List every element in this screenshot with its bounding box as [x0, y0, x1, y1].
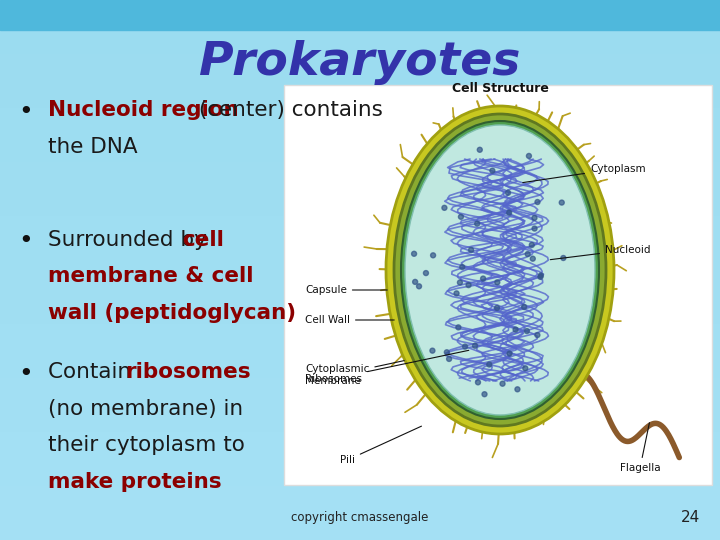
- Circle shape: [507, 351, 512, 356]
- Circle shape: [459, 214, 464, 219]
- Circle shape: [430, 348, 435, 353]
- Circle shape: [515, 387, 520, 392]
- Text: cell: cell: [183, 230, 225, 249]
- Circle shape: [523, 366, 528, 371]
- Text: Contain: Contain: [48, 362, 138, 382]
- Text: the DNA: the DNA: [48, 137, 138, 157]
- Text: Nucleoid region: Nucleoid region: [48, 100, 238, 120]
- Circle shape: [490, 168, 495, 173]
- Text: •: •: [18, 362, 32, 386]
- Circle shape: [505, 190, 510, 195]
- Circle shape: [535, 199, 540, 205]
- Text: Nucleoid: Nucleoid: [550, 245, 650, 260]
- Text: make proteins: make proteins: [48, 472, 222, 492]
- Text: wall (peptidoglycan): wall (peptidoglycan): [48, 303, 296, 323]
- Circle shape: [417, 284, 421, 289]
- Text: Cytoplasmic
Membrane: Cytoplasmic Membrane: [305, 361, 405, 386]
- Bar: [0, 0, 720, 30]
- Ellipse shape: [405, 125, 595, 415]
- Circle shape: [412, 251, 417, 256]
- Circle shape: [495, 280, 500, 285]
- Circle shape: [531, 256, 535, 261]
- Text: membrane & cell: membrane & cell: [48, 266, 253, 286]
- Circle shape: [462, 344, 467, 349]
- Text: copyright cmassengale: copyright cmassengale: [292, 511, 428, 524]
- Circle shape: [446, 356, 451, 361]
- Circle shape: [495, 306, 500, 310]
- Circle shape: [477, 147, 482, 152]
- Circle shape: [532, 215, 537, 220]
- Circle shape: [442, 205, 447, 210]
- Circle shape: [538, 274, 543, 279]
- Text: (no membrane) in: (no membrane) in: [48, 399, 243, 418]
- Circle shape: [559, 200, 564, 205]
- Circle shape: [507, 210, 512, 215]
- Text: Surrounded by: Surrounded by: [48, 230, 214, 249]
- Circle shape: [525, 252, 530, 256]
- Circle shape: [513, 327, 518, 332]
- Ellipse shape: [394, 114, 606, 426]
- Circle shape: [472, 343, 477, 348]
- Circle shape: [454, 291, 459, 296]
- Circle shape: [500, 381, 505, 386]
- Circle shape: [539, 273, 544, 278]
- Circle shape: [460, 265, 464, 269]
- Circle shape: [444, 350, 449, 355]
- Circle shape: [457, 280, 462, 285]
- Text: Capsule: Capsule: [305, 285, 387, 295]
- Circle shape: [526, 153, 531, 158]
- Circle shape: [413, 279, 418, 285]
- Circle shape: [535, 333, 540, 338]
- Circle shape: [474, 221, 480, 226]
- Ellipse shape: [386, 106, 614, 434]
- Circle shape: [431, 253, 436, 258]
- Circle shape: [532, 226, 537, 231]
- Circle shape: [487, 362, 492, 367]
- Circle shape: [469, 247, 474, 252]
- Text: (center) contains: (center) contains: [192, 100, 383, 120]
- Text: Flagella: Flagella: [620, 423, 660, 473]
- Text: ribosomes: ribosomes: [125, 362, 251, 382]
- Circle shape: [456, 325, 461, 330]
- Circle shape: [475, 380, 480, 385]
- Text: •: •: [18, 230, 32, 253]
- Circle shape: [482, 392, 487, 397]
- Text: 24: 24: [680, 510, 700, 525]
- Bar: [284, 85, 712, 485]
- Circle shape: [481, 276, 485, 281]
- Text: Cytoplasm: Cytoplasm: [523, 164, 646, 183]
- Text: Prokaryotes: Prokaryotes: [199, 40, 521, 85]
- Circle shape: [561, 255, 566, 260]
- Circle shape: [529, 242, 534, 247]
- Circle shape: [423, 271, 428, 275]
- Ellipse shape: [401, 121, 599, 419]
- Text: •: •: [18, 100, 32, 124]
- Text: Cell Structure: Cell Structure: [451, 82, 549, 95]
- Text: Ribosomes: Ribosomes: [305, 350, 469, 384]
- Text: Cell Wall: Cell Wall: [305, 315, 395, 325]
- Text: their cytoplasm to: their cytoplasm to: [48, 435, 245, 455]
- Text: Pili: Pili: [340, 426, 421, 465]
- Circle shape: [466, 282, 471, 288]
- Circle shape: [524, 328, 529, 334]
- Circle shape: [521, 305, 526, 309]
